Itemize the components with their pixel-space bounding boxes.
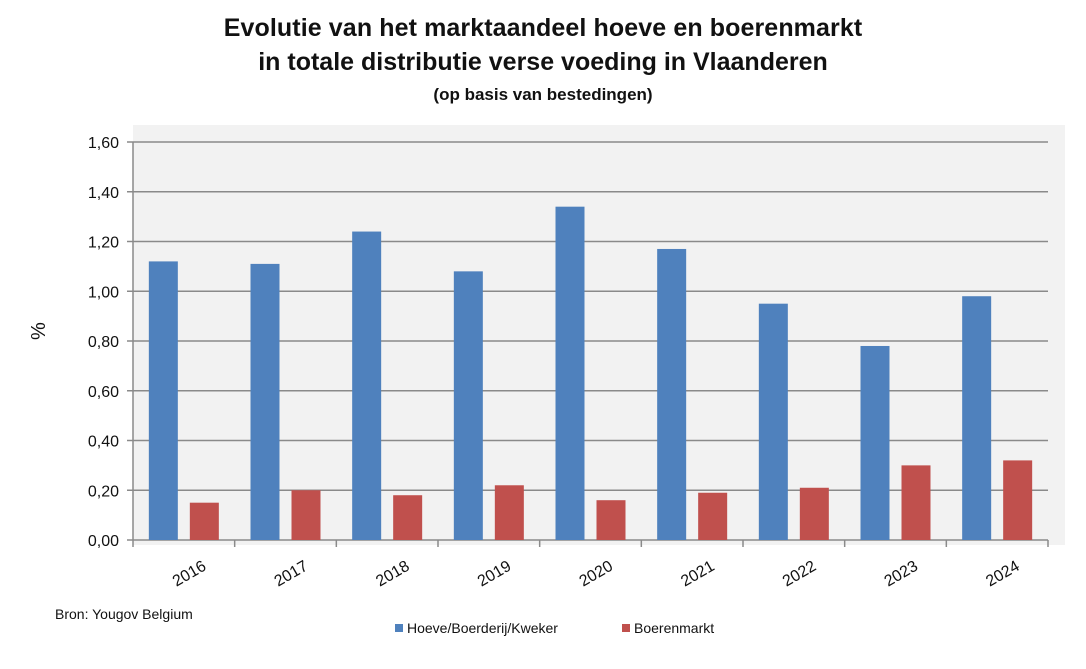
x-tick-label: 2018 <box>373 558 412 591</box>
bar-hoeve-2021 <box>657 248 687 540</box>
chart-subtitle: (op basis van bestedingen) <box>433 85 653 104</box>
x-tick-labels: 2016 2017 2018 2019 2020 2021 2022 2023 2024 <box>170 558 1023 591</box>
bars <box>148 206 1033 541</box>
y-tick-label: 0,00 <box>88 533 119 550</box>
bar-hoeve-2019 <box>453 271 483 540</box>
bar-hoeve-2016 <box>148 261 178 540</box>
legend: Hoeve/Boerderij/Kweker Boerenmarkt <box>395 620 714 636</box>
bar-hoeve-2018 <box>352 231 382 541</box>
bar-boerenmarkt-2018 <box>393 495 423 540</box>
bar-boerenmarkt-2021 <box>698 492 728 540</box>
bar-hoeve-2024 <box>962 296 992 540</box>
bar-boerenmarkt-2017 <box>291 490 321 540</box>
bar-boerenmarkt-2016 <box>189 502 219 540</box>
bar-boerenmarkt-2022 <box>799 487 829 540</box>
bar-boerenmarkt-2024 <box>1003 460 1033 540</box>
x-tick-label: 2021 <box>678 558 717 591</box>
legend-swatch <box>395 624 403 632</box>
y-tick-label: 1,40 <box>88 185 119 202</box>
chart-title-line1: Evolutie van het marktaandeel hoeve en b… <box>223 14 863 42</box>
bar-hoeve-2020 <box>555 206 585 541</box>
x-tick-label: 2019 <box>475 558 514 591</box>
x-tick-label: 2017 <box>272 558 311 591</box>
bar-boerenmarkt-2020 <box>596 500 626 540</box>
x-tick-label: 2020 <box>577 558 616 591</box>
bar-hoeve-2023 <box>860 345 890 540</box>
y-tick-label: 0,40 <box>88 434 119 451</box>
bar-hoeve-2017 <box>250 263 280 540</box>
y-tick-label: 0,20 <box>88 483 119 500</box>
legend-label: Boerenmarkt <box>634 620 714 636</box>
gridlines <box>127 141 1049 547</box>
y-tick-label: 1,00 <box>88 284 119 301</box>
bar-hoeve-2022 <box>758 303 788 540</box>
x-tick-label: 2022 <box>780 558 819 591</box>
bar-boerenmarkt-2019 <box>494 485 524 540</box>
x-tick-label: 2016 <box>170 558 209 591</box>
x-tick-label: 2023 <box>882 558 921 591</box>
x-tick-label: 2024 <box>983 558 1022 591</box>
y-tick-label: 1,60 <box>88 135 119 152</box>
y-tick-labels: 0,00 0,20 0,40 0,60 0,80 1,00 1,20 1,40 1,60 <box>88 135 119 550</box>
legend-label: Hoeve/Boerderij/Kweker <box>407 620 558 636</box>
bar-boerenmarkt-2023 <box>901 465 931 540</box>
chart-title-line2: in totale distributie verse voeding in V… <box>258 48 828 76</box>
legend-swatch <box>622 624 630 632</box>
y-tick-label: 0,60 <box>88 384 119 401</box>
y-tick-label: 1,20 <box>88 235 119 252</box>
source-note: Bron: Yougov Belgium <box>55 606 193 622</box>
y-tick-label: 0,80 <box>88 334 119 351</box>
